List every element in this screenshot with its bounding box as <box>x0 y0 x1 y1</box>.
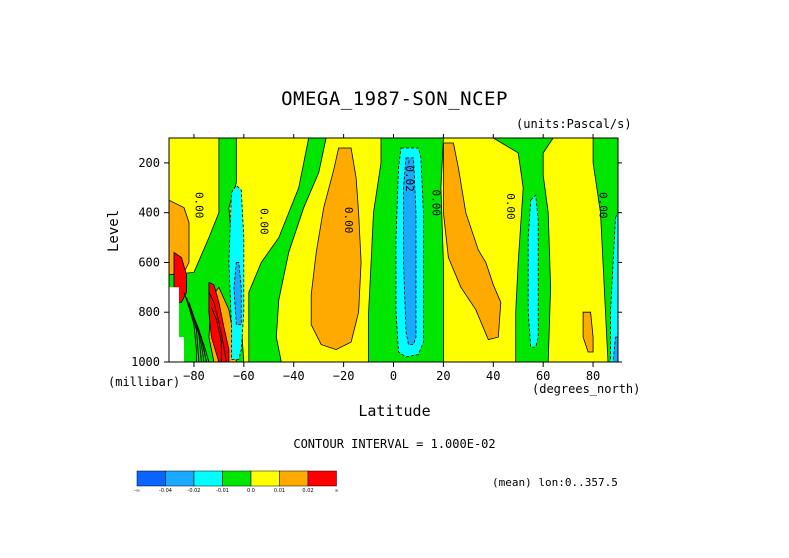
contour-region-positive <box>228 138 310 362</box>
contour-region--0.02 <box>233 261 242 326</box>
contour-line <box>183 292 197 362</box>
contour-region-0.01 <box>442 142 502 341</box>
longitude-mean-label: (mean) lon:0..357.5 <box>492 476 618 489</box>
colorbar-label: -0.02 <box>188 488 201 494</box>
contour-region--0.01 <box>610 212 618 362</box>
contour-label: 0.00 <box>429 189 442 216</box>
colorbar-swatch <box>307 470 337 487</box>
x-tick-label: −40 <box>283 369 305 383</box>
colorbar-label: -∞ <box>134 488 140 494</box>
contour-region-missing <box>169 287 184 362</box>
y-tick-label: 600 <box>138 255 160 269</box>
contour-label: 0.00 <box>257 208 270 235</box>
contour-region--0.01 <box>527 194 539 348</box>
units-label: (units:Pascal/s) <box>516 117 632 131</box>
contour-region-0.01 <box>582 311 594 353</box>
x-tick-label: −60 <box>233 369 255 383</box>
colorbar-swatch <box>193 470 223 487</box>
contour-line <box>210 307 222 362</box>
colorbar-label: -0.01 <box>216 488 229 494</box>
contour-region-0.01 <box>310 147 362 351</box>
contour-line <box>208 292 227 362</box>
y-tick-label: 1000 <box>131 355 160 369</box>
contour-region--0.02 <box>403 157 417 346</box>
x-axis-label: Latitude <box>358 402 431 420</box>
colorbar-label: 0.0 <box>247 488 255 494</box>
contour-label: -0.02 <box>403 159 416 192</box>
contour-interval-label: CONTOUR INTERVAL = 1.000E-02 <box>293 437 496 451</box>
contour-line <box>198 331 210 362</box>
colorbar-swatch <box>136 470 166 487</box>
colorbar-swatch <box>222 470 252 487</box>
x-tick-label: 60 <box>536 369 550 383</box>
contour-line <box>195 324 207 362</box>
chart-title: OMEGA_1987-SON_NCEP <box>281 88 508 110</box>
contour-label: 0.00 <box>342 207 355 234</box>
contour-regions <box>169 138 618 362</box>
contour-region-positive <box>542 138 609 362</box>
colorbar-swatch <box>250 470 280 487</box>
colorbar-label: -0.04 <box>159 488 172 494</box>
colorbar-swatch <box>165 470 195 487</box>
contour-label: 0.00 <box>192 192 205 219</box>
colorbar-label: 0.01 <box>274 488 285 494</box>
x-tick-label: 40 <box>486 369 500 383</box>
x-unit-label: (degrees_north) <box>532 382 641 396</box>
x-tick-label: −20 <box>333 369 355 383</box>
y-tick-label: 800 <box>138 305 160 319</box>
x-tick-label: 80 <box>586 369 600 383</box>
contour-label: 0.00 <box>504 193 517 220</box>
x-tick-label: 20 <box>436 369 450 383</box>
y-tick-label: 400 <box>138 206 160 220</box>
colorbar-label: ∞ <box>334 488 338 494</box>
y-unit-label: (millibar) <box>108 375 181 389</box>
contour-label: 0.00 <box>597 192 610 219</box>
x-tick-label: −80 <box>183 369 205 383</box>
contour-line <box>186 297 200 362</box>
x-tick-label: 0 <box>390 369 397 383</box>
colorbar-swatch <box>279 470 309 487</box>
y-tick-label: 200 <box>138 156 160 170</box>
contour-region--0.02 <box>612 336 618 362</box>
colorbar-label: 0.02 <box>302 488 313 494</box>
